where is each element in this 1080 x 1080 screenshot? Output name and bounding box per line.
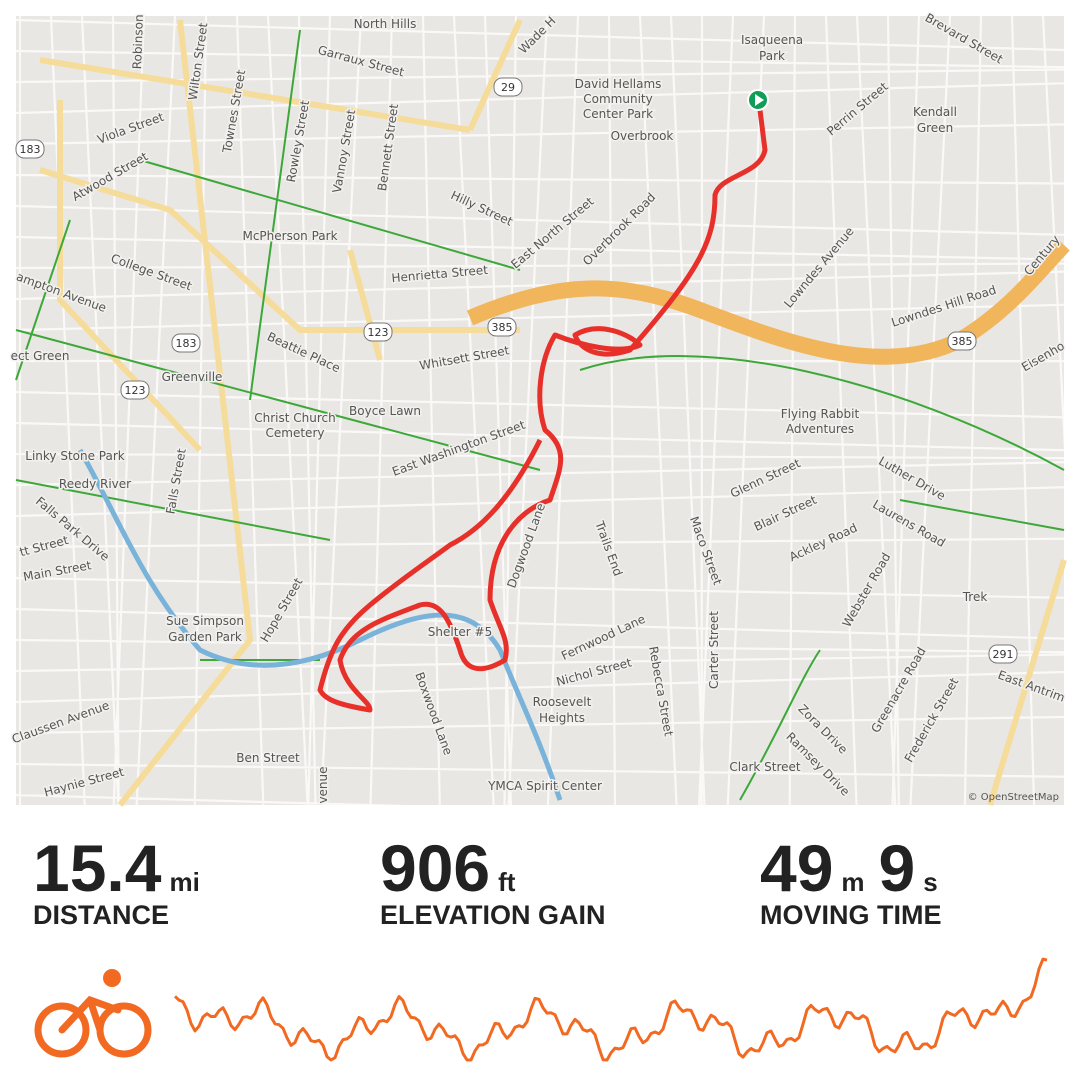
stat-distance: 15.4 mi DISTANCE: [33, 830, 214, 931]
map-label: Clark Street: [729, 760, 801, 774]
stat-label: MOVING TIME: [760, 900, 942, 930]
road-shield: [988, 644, 1018, 664]
map-label: Adventures: [786, 422, 854, 436]
stat-label: ELEVATION GAIN: [380, 900, 606, 930]
road-shield-label: 183: [176, 337, 197, 350]
map-label: McPherson Park: [242, 229, 337, 243]
stat-elevation: 906 ft ELEVATION GAIN: [380, 830, 606, 931]
stat-value: 49: [760, 831, 834, 905]
road-shield: [120, 380, 150, 400]
map-label: Overbrook: [611, 129, 674, 143]
river: [77, 448, 563, 801]
map-label: Linky Stone Park: [25, 449, 125, 463]
stat-unit: m: [841, 867, 865, 897]
stat-value: 9: [878, 831, 916, 905]
elevation-profile: [173, 957, 1048, 1062]
map-label: venue: [316, 766, 330, 803]
map-label: Kendall: [913, 105, 957, 119]
road-shield-label: 183: [20, 143, 41, 156]
road-shield-label: 123: [368, 326, 389, 339]
start-marker: [747, 89, 769, 111]
map-label: Flying Rabbit: [781, 407, 860, 421]
map-label: Christ Church: [254, 411, 336, 425]
attribution: © OpenStreetMap: [968, 792, 1059, 803]
road-shield-label: 385: [952, 335, 973, 348]
map-label: ect Green: [11, 349, 70, 363]
road-shield: [493, 77, 523, 97]
map-label: David Hellams: [575, 77, 662, 91]
road-shield: [15, 139, 45, 159]
road-shield-label: 385: [492, 321, 513, 334]
stat-unit: ft: [498, 867, 516, 897]
road-shield: [947, 331, 977, 351]
stat-unit: s: [923, 867, 938, 897]
map-label: Reedy River: [59, 477, 131, 491]
stat-unit: mi: [169, 867, 200, 897]
map-label: Boyce Lawn: [349, 404, 421, 418]
road-shield-label: 291: [993, 648, 1014, 661]
map-label: Community: [583, 92, 652, 106]
map-label: Heights: [539, 711, 585, 725]
map-label: Park: [759, 49, 785, 63]
stat-value: 906: [380, 831, 491, 905]
map-label: Center Park: [583, 107, 653, 121]
map-label: YMCA Spirit Center: [487, 779, 602, 793]
map-label: Green: [917, 121, 953, 135]
map-label: Trek: [962, 590, 988, 604]
road-shield: [171, 333, 201, 353]
stat-label: DISTANCE: [33, 900, 170, 930]
map-label: Isaqueena: [741, 33, 803, 47]
map-label: Greenville: [162, 370, 223, 384]
map-label: Roosevelt: [533, 695, 592, 709]
map-label: Shelter #5: [428, 625, 492, 639]
stat-time: 49 m 9 s MOVING TIME: [760, 830, 952, 931]
route: [317, 109, 768, 713]
map-label: Cemetery: [266, 426, 325, 440]
road-shield: [487, 317, 517, 337]
map-label: Garden Park: [168, 630, 242, 644]
map-label: North Hills: [354, 17, 417, 31]
road-shield-label: 123: [125, 384, 146, 397]
major-roads: [39, 18, 1070, 807]
road-shield: [363, 322, 393, 342]
stat-value: 15.4: [33, 831, 162, 905]
map-label: Carter Street: [707, 611, 721, 689]
map-label: Ben Street: [236, 751, 300, 765]
road-shield-label: 29: [501, 81, 515, 94]
map-label: Robinson: [130, 14, 146, 69]
bike-icon: [34, 969, 152, 1058]
map-label: Sue Simpson: [166, 614, 244, 628]
trails: [15, 29, 1065, 801]
